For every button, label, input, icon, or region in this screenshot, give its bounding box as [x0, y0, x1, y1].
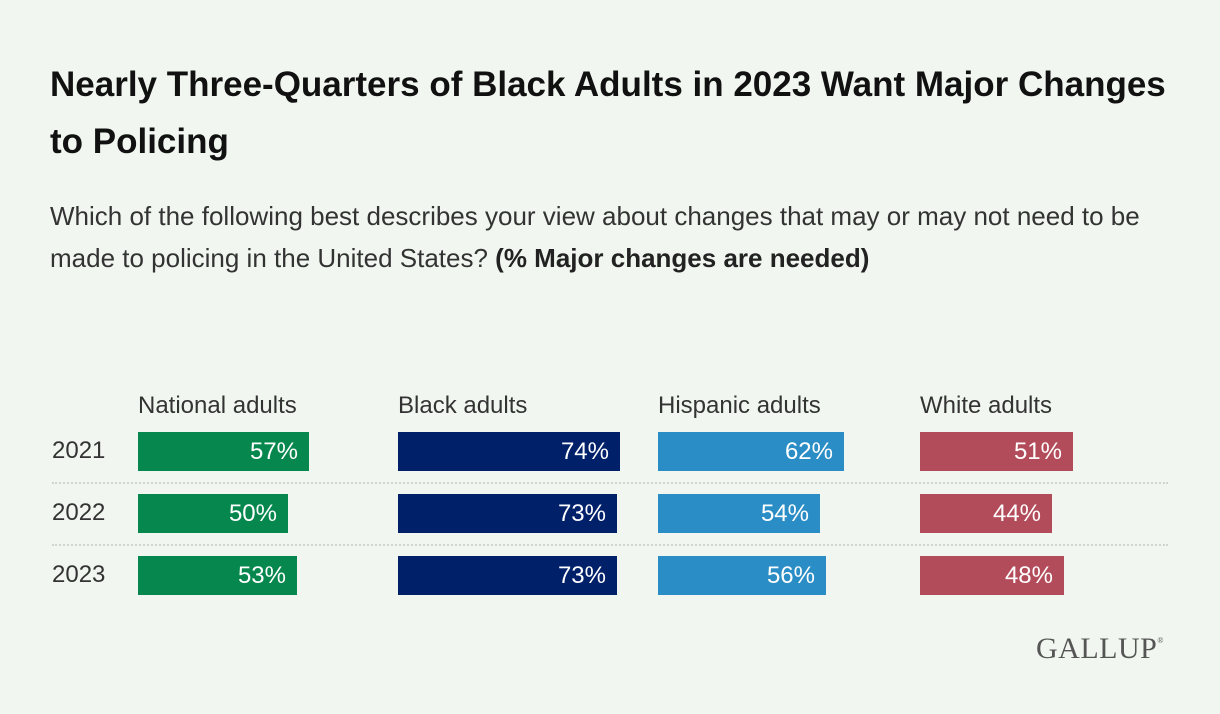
bar: 53% — [138, 556, 297, 595]
bar: 50% — [138, 494, 288, 533]
legend-label-hispanic-adults: Hispanic adults — [658, 392, 821, 419]
subtitle-text: Which of the following best describes yo… — [50, 201, 1140, 273]
bar: 57% — [138, 432, 309, 471]
row-separator — [52, 482, 1168, 484]
bar: 51% — [920, 432, 1073, 471]
year-label: 2023 — [52, 561, 106, 588]
bar: 54% — [658, 494, 820, 533]
chart-title: Nearly Three-Quarters of Black Adults in… — [50, 65, 1166, 161]
legend-label-national-adults: National adults — [138, 392, 297, 419]
bar: 74% — [398, 432, 620, 471]
bar: 73% — [398, 556, 617, 595]
registered-mark: ® — [1157, 636, 1164, 645]
bar: 48% — [920, 556, 1064, 595]
gallup-logo: GALLUP® — [1036, 632, 1164, 666]
bar: 73% — [398, 494, 617, 533]
bar: 44% — [920, 494, 1052, 533]
year-label: 2021 — [52, 437, 106, 464]
legend-label-white-adults: White adults — [920, 392, 1053, 419]
bar-chart: National adults 57% 50% 53% Black adults 74% 7… — [0, 380, 1220, 620]
row-separator — [52, 544, 1168, 546]
bar: 62% — [658, 432, 844, 471]
bar: 56% — [658, 556, 826, 595]
logo-text: GALLUP — [1036, 632, 1158, 665]
subtitle-bold: (% Major changes are needed) — [495, 243, 870, 273]
legend-label-black-adults: Black adults — [398, 392, 528, 419]
chart-subtitle: Which of the following best describes yo… — [50, 195, 1190, 279]
year-label: 2022 — [52, 499, 106, 526]
